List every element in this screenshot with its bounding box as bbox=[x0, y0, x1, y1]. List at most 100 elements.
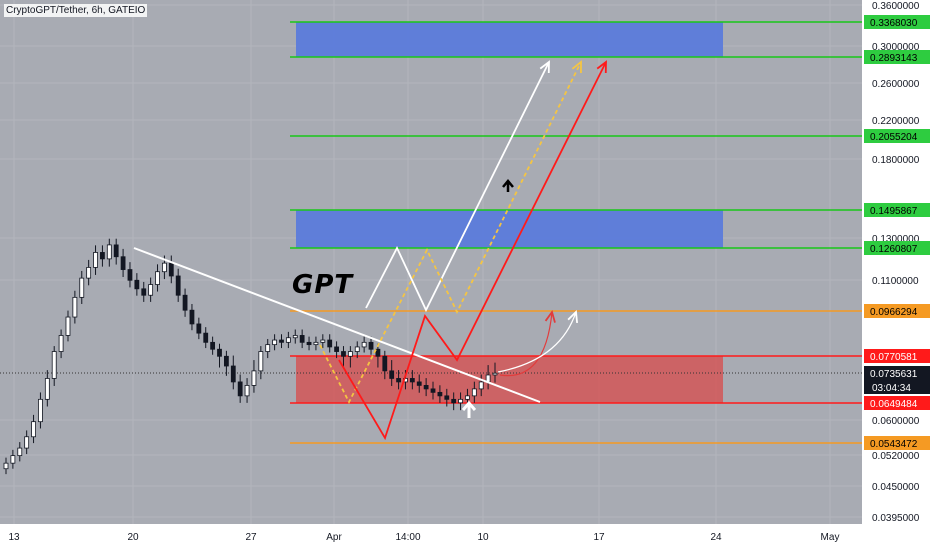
candle bbox=[444, 388, 450, 407]
candle-body bbox=[423, 385, 429, 390]
candle-body bbox=[127, 269, 133, 281]
y-tick-label: 0.1100000 bbox=[872, 276, 919, 287]
candle-body bbox=[44, 378, 50, 400]
y-tick-label: 0.0450000 bbox=[872, 482, 920, 493]
candle-body bbox=[285, 337, 291, 343]
current-price-tag bbox=[864, 366, 930, 394]
candle bbox=[65, 310, 71, 342]
brand-annotation: GPT bbox=[292, 270, 354, 300]
candle-body bbox=[223, 355, 229, 367]
projection-path-white bbox=[365, 61, 550, 313]
bounce-arrow-red bbox=[499, 311, 553, 377]
candle-body bbox=[162, 262, 167, 273]
candle-body bbox=[120, 256, 126, 270]
price-tag-label: 0.0770581 bbox=[870, 352, 918, 363]
candle-body bbox=[272, 339, 278, 346]
candle-body bbox=[148, 284, 154, 296]
candle-body bbox=[389, 370, 395, 379]
candle bbox=[237, 374, 243, 403]
candle-body bbox=[217, 348, 222, 357]
price-tag-label: 0.2055204 bbox=[870, 132, 918, 143]
trend-line bbox=[133, 247, 541, 403]
current-price-label: 0.0735631 bbox=[870, 369, 918, 380]
candle-body bbox=[430, 388, 436, 393]
price-tag-label: 0.3368030 bbox=[870, 18, 918, 29]
candle bbox=[244, 378, 250, 403]
x-tick-label: 13 bbox=[8, 532, 20, 543]
candle bbox=[437, 385, 443, 403]
up-arrow-icon bbox=[502, 179, 514, 192]
candle-body bbox=[478, 381, 484, 390]
candle-body bbox=[375, 348, 381, 357]
candle bbox=[196, 317, 202, 340]
candle bbox=[217, 343, 222, 368]
y-tick-label: 0.0520000 bbox=[872, 451, 920, 462]
time-axis-background bbox=[0, 524, 862, 550]
candle-body bbox=[65, 316, 71, 336]
candle-body bbox=[265, 344, 271, 352]
candle bbox=[182, 288, 188, 317]
candle bbox=[409, 370, 415, 390]
price-tag bbox=[864, 129, 930, 143]
symbol-title[interactable]: CryptoGPT/Tether, 6h, GATEIO bbox=[4, 4, 148, 17]
candle bbox=[24, 430, 30, 455]
y-tick-label: 0.3000000 bbox=[872, 42, 920, 53]
y-tick-label: 0.0600000 bbox=[872, 416, 920, 427]
candle bbox=[451, 392, 457, 411]
candle bbox=[10, 449, 16, 469]
candle bbox=[31, 414, 36, 444]
candle bbox=[458, 392, 463, 411]
bounce-arrow-white bbox=[497, 311, 577, 373]
candle bbox=[389, 360, 395, 386]
candle-body bbox=[10, 455, 16, 464]
candle-body bbox=[237, 381, 243, 397]
price-zone-resistance bbox=[296, 22, 723, 57]
candle bbox=[58, 329, 64, 359]
candle-body bbox=[175, 275, 181, 296]
candle-body bbox=[416, 381, 422, 386]
candle bbox=[327, 334, 333, 353]
y-tick-label: 0.2200000 bbox=[872, 116, 920, 127]
price-zone-resistance bbox=[296, 210, 723, 248]
candle bbox=[134, 273, 140, 296]
candle bbox=[210, 336, 216, 355]
candle-body bbox=[72, 296, 78, 318]
x-tick-label: 10 bbox=[477, 532, 489, 543]
candle-body bbox=[341, 351, 346, 357]
candle bbox=[86, 259, 92, 286]
candle-body bbox=[51, 351, 57, 379]
candle bbox=[230, 355, 236, 390]
candle bbox=[354, 341, 360, 359]
candle-body bbox=[471, 388, 477, 397]
candle bbox=[334, 341, 339, 359]
candle bbox=[79, 270, 85, 304]
candle bbox=[155, 264, 160, 292]
candle-body bbox=[113, 244, 119, 258]
candle-body bbox=[93, 252, 98, 268]
candle-body bbox=[3, 462, 9, 470]
price-tag-label: 0.1260807 bbox=[870, 244, 918, 255]
projection-path-red bbox=[338, 61, 607, 441]
candle bbox=[258, 346, 264, 380]
candle bbox=[306, 336, 312, 351]
candle bbox=[285, 331, 291, 349]
price-tag-label: 0.0966294 bbox=[870, 307, 918, 318]
candle-body bbox=[58, 335, 64, 352]
arrow-head-yellow bbox=[571, 60, 582, 74]
arrow-head-white bbox=[539, 60, 550, 74]
candle-body bbox=[86, 267, 92, 279]
candle bbox=[51, 346, 57, 386]
up-arrow-icon-white bbox=[461, 400, 477, 418]
candle-body bbox=[492, 372, 498, 376]
candle-countdown-label: 03:04:34 bbox=[872, 383, 911, 394]
candle bbox=[72, 290, 78, 324]
candle bbox=[375, 343, 381, 368]
candle bbox=[396, 370, 401, 390]
candle bbox=[471, 381, 477, 403]
candle-body bbox=[368, 341, 374, 350]
candle-body bbox=[196, 323, 202, 334]
candle bbox=[120, 248, 126, 278]
y-tick-label: 0.1300000 bbox=[872, 234, 920, 245]
